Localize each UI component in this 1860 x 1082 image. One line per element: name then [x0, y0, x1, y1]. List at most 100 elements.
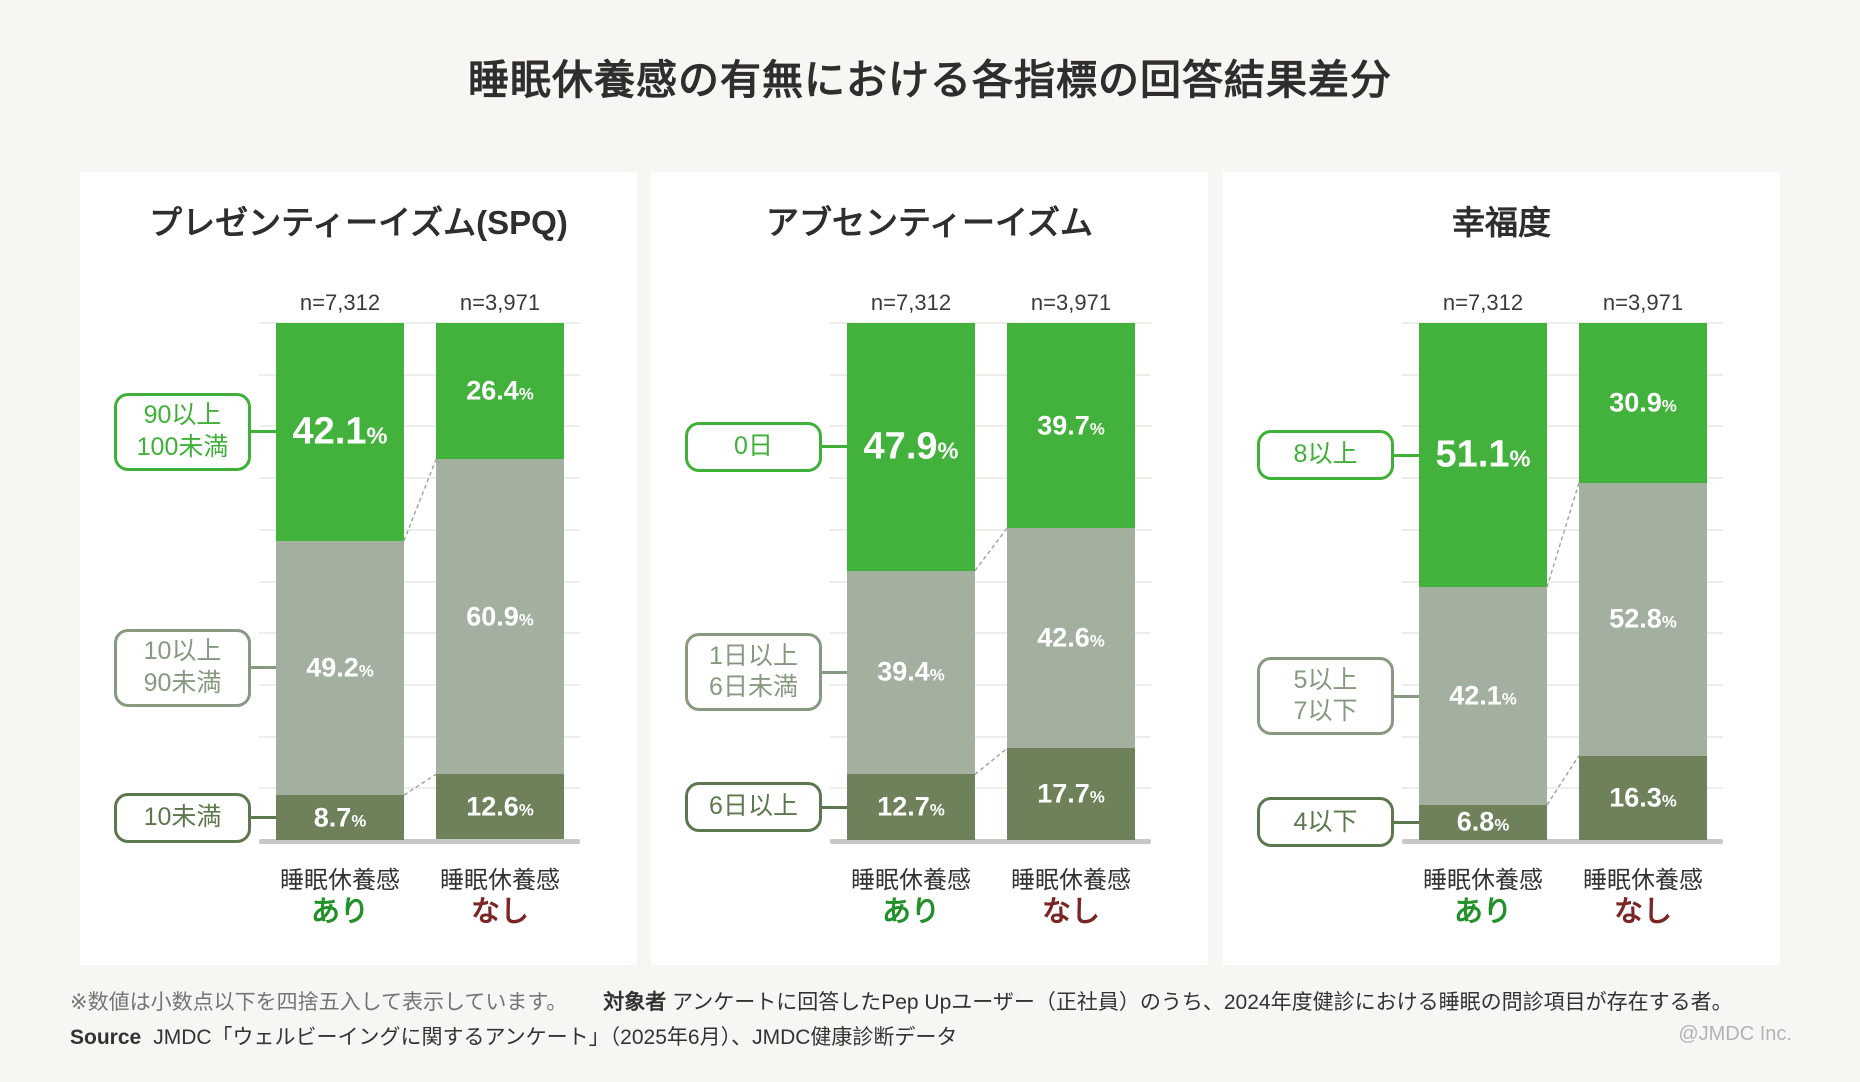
gridline: [259, 373, 580, 376]
segment-value: 12.7%: [877, 791, 945, 822]
segment-value: 30.9%: [1609, 387, 1677, 418]
panel-absenteeism: アブセンティーイズム n=7,312 47.9% 39.4% 12.7% 睡眠休養感 あり…: [651, 172, 1208, 965]
sample-size-label: n=7,312: [299, 290, 381, 315]
category-label-box: 4以下: [1257, 797, 1394, 848]
segment-value: 12.6%: [466, 791, 534, 822]
gridline: [830, 632, 1151, 635]
source-line: Source JMDC「ウェルビーイングに関するアンケート」（2025年6月）、J…: [70, 1021, 957, 1051]
label-connector-line: [822, 805, 847, 809]
x-axis-label: 睡眠休養感: [851, 867, 971, 894]
source-label: Source: [70, 1026, 142, 1049]
bar-segment: [1007, 528, 1135, 749]
bar-segment: [1007, 323, 1135, 529]
axis-baseline: [830, 839, 1151, 844]
gridline: [259, 580, 580, 583]
x-axis-label: 睡眠休養感: [1423, 867, 1543, 894]
segment-value: 39.4%: [877, 656, 945, 687]
gridline: [259, 735, 580, 738]
gridline: [830, 735, 1151, 738]
gridline: [259, 632, 580, 635]
x-axis-label: 睡眠休養感: [440, 867, 560, 894]
x-axis-label: 睡眠休養感: [280, 867, 400, 894]
x-axis-label: 睡眠休養感: [1011, 867, 1131, 894]
segment-value: 52.8%: [1609, 603, 1677, 634]
audience-label: 対象者: [603, 991, 667, 1014]
bar-segment: [276, 795, 404, 840]
label-connector-line: [822, 670, 847, 674]
gridline: [830, 322, 1151, 324]
segment-link-line: [1546, 755, 1580, 806]
category-label-box: 0日: [685, 421, 822, 472]
segment-link-line: [1546, 482, 1580, 588]
category-label-box: 1日以上 6日未満: [685, 633, 822, 712]
label-connector-line: [1394, 820, 1419, 824]
panel-happiness: 幸福度 n=7,312 51.1% 42.1% 6.8% 睡眠休養感 あり n=3,971 3…: [1223, 172, 1780, 965]
segment-value: 42.6%: [1037, 622, 1105, 653]
plot-area: n=7,312 42.1% 49.2% 8.7% 睡眠休養感 あり n=3,971 26.4%…: [80, 172, 637, 965]
segment-value: 17.7%: [1037, 778, 1105, 809]
bar-segment: [436, 323, 564, 460]
bar-segment: [1579, 482, 1707, 756]
segment-link-line: [974, 747, 1008, 775]
group-label: あり: [310, 896, 369, 928]
gridline: [1402, 735, 1723, 738]
gridline: [1402, 683, 1723, 686]
gridline: [830, 373, 1151, 376]
gridline: [830, 425, 1151, 428]
panel-presenteeism: プレゼンティーイズム(SPQ) n=7,312 42.1% 49.2% 8.7% 睡眠休…: [80, 172, 637, 965]
panel-title: 幸福度: [1452, 204, 1551, 241]
segment-value: 47.9%: [863, 425, 959, 468]
gridline: [1402, 322, 1723, 324]
bar-segment: [1419, 323, 1547, 588]
group-label: あり: [881, 896, 940, 928]
bar-segment: [1419, 804, 1547, 840]
segment-value: 39.7%: [1037, 410, 1105, 441]
sample-size-label: n=3,971: [1030, 290, 1112, 315]
bar-segment: [1007, 748, 1135, 840]
axis-baseline: [1402, 839, 1723, 844]
category-label-box: 8以上: [1257, 430, 1394, 481]
label-connector-line: [251, 430, 276, 434]
bar-segment: [436, 459, 564, 775]
bar-segment: [847, 570, 975, 775]
bar-segment: [847, 774, 975, 840]
gridline: [259, 425, 580, 428]
segment-value: 6.8%: [1456, 806, 1510, 837]
bar-segment: [1579, 323, 1707, 483]
gridline: [1402, 373, 1723, 376]
footnote-line: ※数値は小数点以下を四捨五入して表示しています。 対象者 アンケートに回答したPe…: [70, 986, 1733, 1016]
segment-value: 42.1%: [292, 410, 388, 453]
group-label: なし: [1613, 896, 1672, 928]
page-title: 睡眠休養感の有無における各指標の回答結果差分: [468, 57, 1392, 103]
category-label-box: 10未満: [114, 792, 251, 843]
segment-value: 42.1%: [1449, 680, 1517, 711]
category-label-box: 6日以上: [685, 782, 822, 833]
sample-size-label: n=3,971: [459, 290, 541, 315]
bar-segment: [1419, 587, 1547, 805]
category-label-box: 90以上 100未満: [114, 392, 251, 471]
group-label: なし: [1041, 896, 1100, 928]
x-axis-label: 睡眠休養感: [1583, 867, 1703, 894]
gridline: [1402, 632, 1723, 635]
sample-size-label: n=3,971: [1602, 290, 1684, 315]
label-connector-line: [251, 816, 276, 819]
group-label: あり: [1453, 896, 1512, 928]
bar-segment: [276, 323, 404, 541]
panel-title: プレゼンティーイズム(SPQ): [149, 204, 568, 241]
category-label-box: 5以上 7以下: [1257, 657, 1394, 735]
gridline: [830, 477, 1151, 480]
segment-value: 49.2%: [306, 652, 374, 683]
bar-segment: [276, 540, 404, 796]
plot-area: n=7,312 51.1% 42.1% 6.8% 睡眠休養感 あり n=3,971 30.9%…: [1223, 172, 1780, 965]
gridline: [259, 322, 580, 324]
segment-value: 51.1%: [1435, 433, 1531, 476]
gridline: [830, 683, 1151, 686]
sample-size-label: n=7,312: [870, 290, 952, 315]
label-connector-line: [1394, 694, 1419, 698]
gridline: [830, 580, 1151, 583]
bar-segment: [436, 774, 564, 840]
panel-title: アブセンティーイズム: [765, 204, 1094, 241]
sample-size-label: n=7,312: [1442, 290, 1524, 315]
label-connector-line: [822, 445, 847, 449]
